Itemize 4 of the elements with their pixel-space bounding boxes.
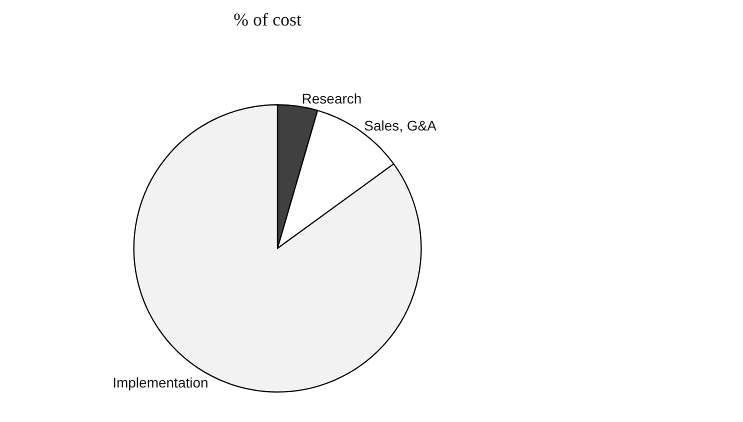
slice-label: Implementation (112, 374, 208, 391)
chart-title: % of cost (233, 9, 302, 30)
slice-label: Research (302, 90, 362, 106)
slice-label: Sales, G&A (364, 117, 438, 134)
